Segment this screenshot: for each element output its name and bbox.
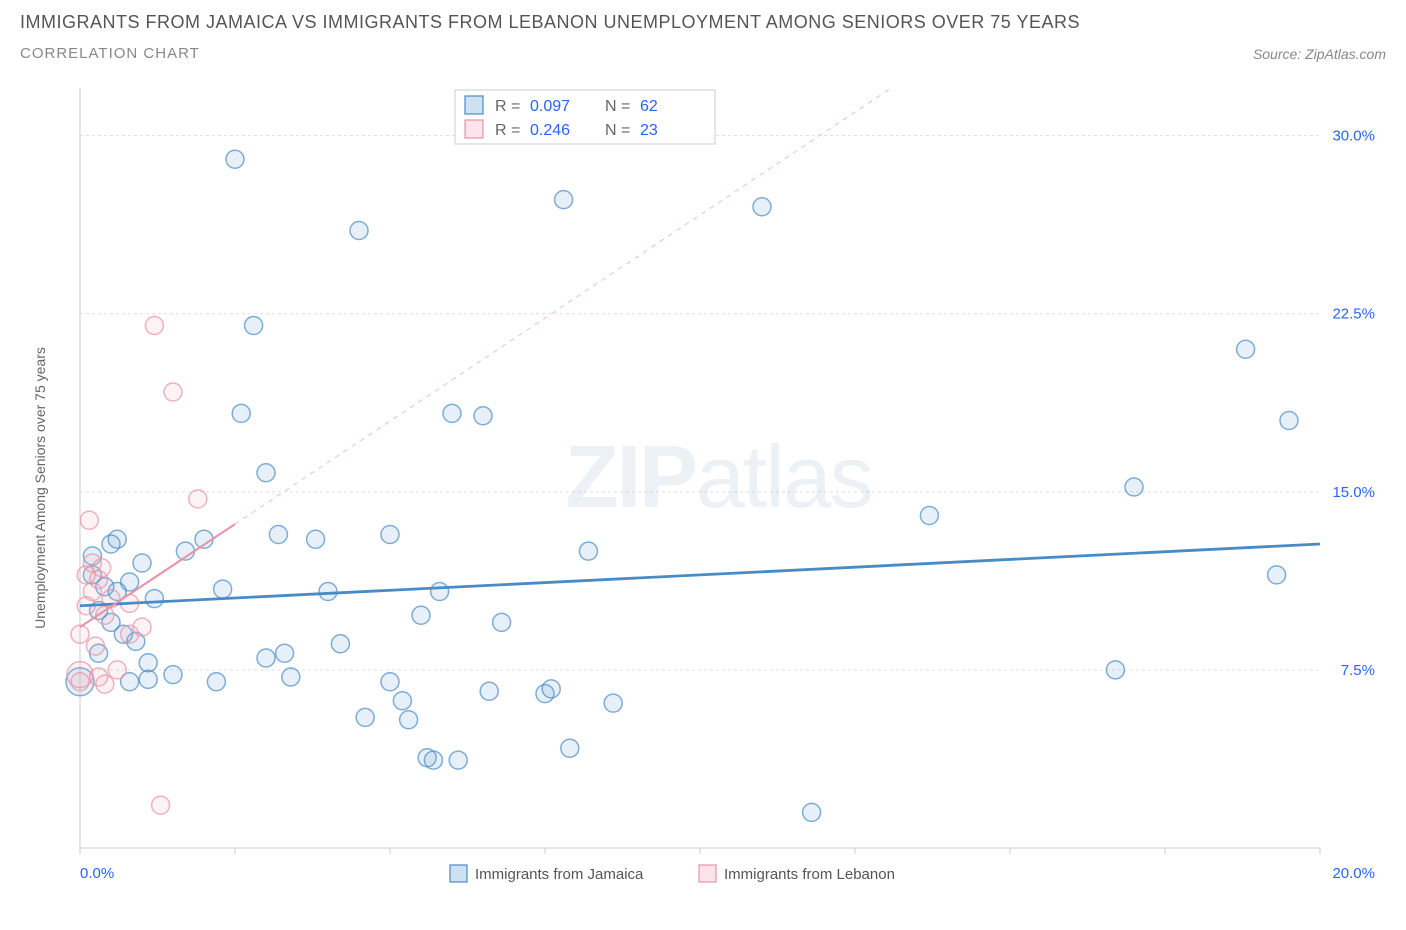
svg-text:15.0%: 15.0%	[1332, 484, 1375, 501]
svg-text:Immigrants from Lebanon: Immigrants from Lebanon	[724, 866, 895, 883]
svg-text:R =: R =	[495, 122, 520, 139]
svg-text:0.0%: 0.0%	[80, 865, 114, 882]
chart-container: 7.5% 15.0% 22.5% 30.0% 0.0% 20.0% Unemployment…	[20, 78, 1386, 910]
svg-text:N =: N =	[605, 98, 630, 115]
svg-text:0.246: 0.246	[530, 122, 570, 139]
chart-subtitle: CORRELATION CHART	[20, 45, 200, 62]
chart-title: IMMIGRANTS FROM JAMAICA VS IMMIGRANTS FR…	[20, 12, 1386, 33]
svg-text:N =: N =	[605, 122, 630, 139]
svg-text:0.097: 0.097	[530, 98, 570, 115]
svg-text:62: 62	[640, 98, 658, 115]
svg-text:Immigrants from Jamaica: Immigrants from Jamaica	[475, 866, 644, 883]
scatter-chart: 7.5% 15.0% 22.5% 30.0% 0.0% 20.0% Unemployment…	[20, 78, 1386, 910]
svg-text:30.0%: 30.0%	[1332, 128, 1375, 145]
svg-text:R =: R =	[495, 98, 520, 115]
svg-text:20.0%: 20.0%	[1332, 865, 1375, 882]
svg-text:23: 23	[640, 122, 658, 139]
source-label: Source: ZipAtlas.com	[1253, 46, 1386, 62]
svg-text:7.5%: 7.5%	[1341, 662, 1375, 679]
svg-text:22.5%: 22.5%	[1332, 306, 1375, 323]
svg-text:Unemployment Among Seniors ove: Unemployment Among Seniors over 75 years	[32, 347, 48, 629]
